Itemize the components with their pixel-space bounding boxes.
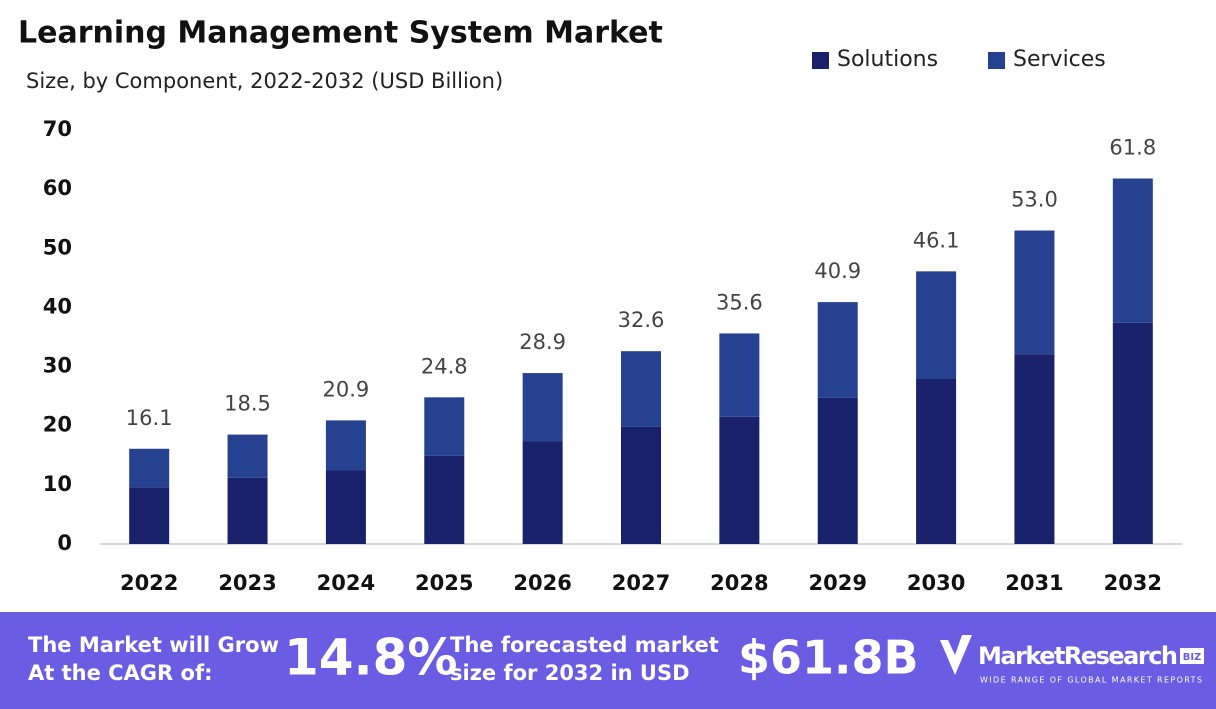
cagr-text: At the CAGR of:	[28, 661, 213, 685]
x-tick-label: 2031	[1005, 571, 1063, 595]
cagr-text: The Market will Grow	[28, 633, 279, 657]
x-tick-label: 2030	[907, 571, 965, 595]
bar-segment	[129, 487, 170, 544]
x-tick-label: 2027	[612, 571, 670, 595]
banner	[0, 612, 1216, 709]
total-label: 16.1	[126, 406, 173, 430]
bar-segment	[522, 441, 563, 544]
logo-badge: BIZ	[1183, 652, 1202, 663]
total-label: 28.9	[519, 330, 566, 354]
bar-segment	[719, 333, 760, 417]
bar-segment	[1112, 178, 1153, 323]
y-tick-label: 70	[43, 117, 72, 141]
y-tick-label: 60	[43, 176, 72, 200]
x-tick-label: 2024	[317, 571, 375, 595]
x-tick-label: 2028	[710, 571, 768, 595]
bar-segment	[227, 434, 268, 478]
legend-swatch	[812, 52, 829, 69]
logo-icon	[940, 635, 972, 675]
bar-segment	[424, 397, 465, 456]
y-tick-label: 0	[57, 531, 72, 555]
bar-segment	[916, 271, 957, 379]
bar-segment	[1014, 230, 1055, 355]
x-tick-label: 2022	[120, 571, 178, 595]
y-tick-label: 20	[43, 413, 72, 437]
total-label: 24.8	[421, 354, 468, 378]
legend-label: Solutions	[837, 47, 938, 72]
y-tick-label: 10	[43, 472, 72, 496]
x-tick-label: 2023	[218, 571, 276, 595]
background	[0, 0, 1216, 612]
logo-badge-bg	[1180, 648, 1204, 664]
bar-segment	[522, 373, 563, 442]
bar-segment	[325, 420, 366, 471]
forecast-text: The forecasted market	[450, 633, 719, 657]
legend-swatch	[988, 52, 1005, 69]
logo-tagline: WIDE RANGE OF GLOBAL MARKET REPORTS	[980, 676, 1202, 685]
x-tick-label: 2029	[809, 571, 867, 595]
bar-segment	[719, 416, 760, 544]
bar-segment	[129, 448, 170, 488]
bar-segment	[227, 477, 268, 544]
bar-segment	[621, 426, 661, 544]
x-tick-label: 2026	[513, 571, 571, 595]
total-label: 61.8	[1109, 135, 1156, 159]
total-label: 18.5	[224, 392, 271, 416]
bar-segment	[424, 455, 465, 544]
cagr-value: 14.8%	[284, 629, 457, 687]
bar-segment	[1014, 354, 1055, 544]
bar-segment	[916, 378, 957, 544]
y-tick-label: 50	[43, 235, 72, 259]
total-label: 53.0	[1011, 188, 1058, 212]
bar-segment	[1112, 322, 1153, 544]
forecast-text: size for 2032 in USD	[450, 661, 690, 685]
chart-subtitle: Size, by Component, 2022-2032 (USD Billi…	[26, 69, 503, 93]
bar-segment	[817, 397, 858, 544]
bar-segment	[621, 351, 661, 427]
y-tick-label: 40	[43, 294, 72, 318]
legend-label: Services	[1013, 47, 1106, 72]
total-label: 40.9	[814, 259, 861, 283]
logo-name: MarketResearch	[978, 642, 1178, 670]
total-label: 35.6	[716, 290, 763, 314]
total-label: 20.9	[323, 377, 370, 401]
x-tick-label: 2025	[415, 571, 473, 595]
total-label: 46.1	[913, 228, 960, 252]
chart-title: Learning Management System Market	[18, 16, 663, 51]
x-tick-label: 2032	[1104, 571, 1162, 595]
y-tick-label: 30	[43, 354, 72, 378]
forecast-value: $61.8B	[738, 631, 919, 685]
total-label: 32.6	[618, 308, 665, 332]
bar-segment	[817, 302, 858, 398]
bar-segment	[325, 470, 366, 544]
